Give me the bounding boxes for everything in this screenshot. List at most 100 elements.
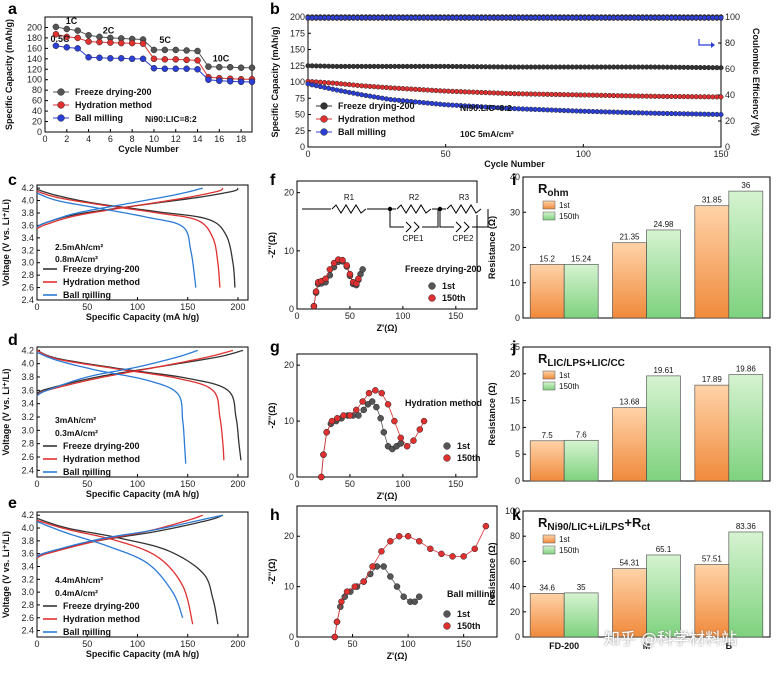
panel-label-b: b xyxy=(270,1,280,18)
data-point xyxy=(194,47,201,55)
y-tick-label: 120 xyxy=(27,64,42,74)
x-tick-label: 150 xyxy=(448,311,463,321)
nyquist-point xyxy=(373,403,380,411)
y-tick-label: 50 xyxy=(295,110,305,120)
current-note: 0.3mA/cm² xyxy=(55,428,98,438)
bar-value-label: 21.35 xyxy=(619,233,640,242)
nyquist-point xyxy=(380,429,388,436)
nyquist-point xyxy=(391,417,398,425)
panel-label-h: h xyxy=(270,507,280,524)
y2-tick-label: 80 xyxy=(725,38,735,48)
y-tick-label: 150 xyxy=(290,45,305,55)
y-tick-label: 2.8 xyxy=(21,439,34,449)
y-axis-label: Resistance (Ω) xyxy=(487,382,497,445)
cpe-mask xyxy=(454,222,472,232)
bar-value-label: 19.61 xyxy=(653,366,674,375)
nyquist-point xyxy=(331,633,339,641)
nyquist-point xyxy=(318,473,325,481)
data-point xyxy=(183,47,190,54)
capacity-point xyxy=(718,111,724,118)
resistor xyxy=(331,204,367,214)
discharge-curve xyxy=(36,521,184,618)
bar-value-label: 35 xyxy=(577,583,586,592)
nyquist-point xyxy=(312,288,320,295)
capacity-point xyxy=(371,94,377,100)
y-tick-label: 180 xyxy=(27,33,42,43)
panel-g: 0 50 100 150 0 10 20 Z'(Ω) -Z''(Ω) Hydration meth… xyxy=(267,353,482,501)
nyquist-point xyxy=(368,398,376,405)
plot-frame xyxy=(296,180,478,310)
data-point xyxy=(205,76,212,83)
y-tick-label: 10 xyxy=(284,582,294,592)
charge-curve xyxy=(36,349,198,397)
y-tick-label: 20 xyxy=(32,117,42,127)
bar xyxy=(612,407,647,482)
panel-j: 0 5 10 15 20 25 Resistance (Ω) 7.5 7.6 13.68 19.61… xyxy=(487,342,771,486)
data-point xyxy=(118,55,125,62)
data-point xyxy=(216,63,223,71)
y-tick-label: 2.4 xyxy=(21,465,34,475)
loading-note: 4.4mAh/cm² xyxy=(55,575,103,585)
y-tick-label: 0 xyxy=(37,127,42,137)
bar-value-label: 17.89 xyxy=(702,375,723,384)
data-point xyxy=(183,65,190,72)
y-tick-label: 25 xyxy=(295,126,305,136)
nyquist-point xyxy=(404,532,412,540)
nyquist-point xyxy=(378,389,385,397)
discharge-curve xyxy=(36,351,187,464)
bar-value-label: 57.51 xyxy=(702,555,723,564)
x-tick-label: 18 xyxy=(236,134,246,144)
rate-annotation: 2C xyxy=(103,26,115,36)
rate-annotation: 10C xyxy=(213,53,230,63)
x-tick-label: 2 xyxy=(64,134,69,144)
ratio-note: Ni90:LIC=8:2 xyxy=(145,114,197,124)
axis-arrow xyxy=(698,39,711,46)
nyquist-point xyxy=(320,451,327,458)
plot-frame xyxy=(44,16,253,133)
nyquist-point xyxy=(343,262,351,269)
legend-marker xyxy=(428,294,436,302)
y-tick-label: 0 xyxy=(300,142,305,152)
legend-label: 150th xyxy=(457,621,481,631)
legend-marker xyxy=(428,282,436,290)
y2-tick-label: 100 xyxy=(725,12,740,22)
capacity-point xyxy=(359,92,365,98)
y-tick-label: 200 xyxy=(27,22,42,32)
rate-note: 10C 5mA/cm² xyxy=(460,129,514,139)
y-tick-label: 4.0 xyxy=(21,523,34,533)
resistor xyxy=(396,204,432,214)
y-tick-label: 25 xyxy=(510,342,520,352)
circuit-label: R3 xyxy=(459,193,470,202)
data-point xyxy=(74,34,81,42)
nyquist-point xyxy=(403,443,411,450)
x-axis-label: Specific Capacity (mA h/g) xyxy=(86,489,199,499)
capacity-point xyxy=(718,65,724,71)
y-axis-label: Voltage (V vs. Li⁺/Li) xyxy=(1,199,11,286)
nyquist-point xyxy=(346,412,354,419)
capacity-point xyxy=(313,83,319,89)
nyquist-point xyxy=(339,256,346,264)
plot-frame xyxy=(36,346,249,478)
nyquist-point xyxy=(322,275,329,282)
discharge-curve xyxy=(36,192,197,288)
data-point xyxy=(74,27,81,34)
discharge-curve xyxy=(36,349,242,461)
y-axis-label: Specific Capacity (mAh/g) xyxy=(4,19,14,130)
nyquist-point xyxy=(359,266,366,273)
nyquist-point xyxy=(387,538,394,545)
bar xyxy=(694,564,730,638)
x-axis-label: Z'(Ω) xyxy=(387,651,408,661)
bar-value-label: 34.6 xyxy=(539,583,555,592)
x-tick-label: 50 xyxy=(345,311,355,321)
y-tick-label: 0 xyxy=(515,313,520,323)
x-tick-label: 14 xyxy=(193,134,203,144)
legend-label: Hydration method xyxy=(63,614,140,624)
legend-swatch xyxy=(542,534,556,544)
panel-label-a: a xyxy=(8,1,17,18)
y-tick-label: 75 xyxy=(295,93,305,103)
y-axis-label: Specific Capacity (mAh/g) xyxy=(270,26,280,137)
data-point xyxy=(74,45,81,52)
y-tick-label: 100 xyxy=(27,75,42,85)
legend-label: Freeze drying-200 xyxy=(63,441,140,451)
